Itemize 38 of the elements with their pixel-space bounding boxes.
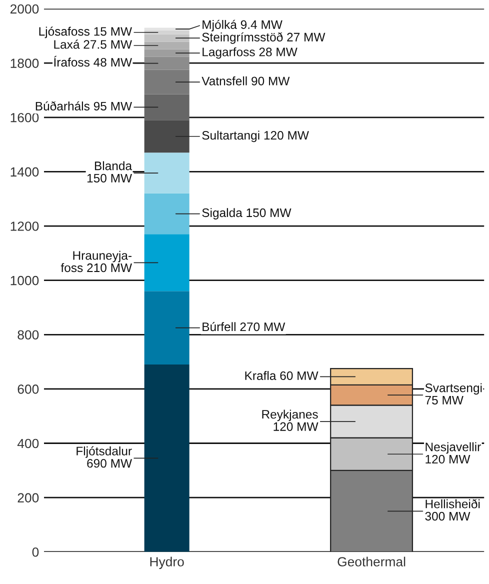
series-label: Nesjavellir [426, 442, 481, 454]
text: Búrfell 270 MW [202, 322, 286, 332]
text: Steingrímsstöð 27 MW [202, 32, 326, 44]
text: Vatnsfell 90 MW [202, 76, 290, 86]
text: Búðarháls 95 MW [36, 101, 132, 110]
y-tick-label: 1200 [10, 222, 39, 231]
text: Krafla 60 MW [245, 371, 318, 380]
y-tick-label: 1600 [10, 112, 39, 122]
series-label: Svartsengi [425, 383, 482, 395]
y-tick-label: 1800 [10, 58, 39, 68]
text: Írafoss 48 MW [54, 56, 132, 67]
x-tick-label: Geothermal [338, 556, 406, 566]
text: Lagarfoss 28 MW [202, 47, 298, 59]
data-label: 690 MW [87, 459, 132, 468]
text: Hrauneyja- foss 210 MW [60, 250, 132, 272]
data-label: 120 MW [426, 454, 470, 464]
y-tick-label: 400 [17, 438, 39, 448]
data-label: 300 MW [425, 512, 470, 521]
y-tick-label: 2000 [10, 4, 39, 14]
data-label: 75 MW [425, 396, 464, 404]
text: Sultartangi 120 MW [202, 130, 309, 142]
data-label: 150 MW [87, 174, 132, 182]
text: Ljósafoss 15 MW [39, 26, 132, 38]
series-label: Reykjanes [262, 410, 318, 422]
y-tick-label: 600 [18, 384, 39, 394]
y-tick-label: 1000 [10, 276, 39, 286]
data-label: 120 MW [274, 422, 318, 431]
x-tick-label: Hydro [150, 556, 184, 570]
y-tick-label: 200 [18, 493, 39, 502]
series-label: Fljótsdalur [76, 446, 132, 458]
text: Sigalda 150 MW [202, 208, 292, 220]
series-label: Blanda [94, 161, 132, 170]
text: Mjólká 9.4 MW [202, 20, 282, 32]
y-tick-label: 0 [32, 547, 39, 557]
text: Laxá 27.5 MW [54, 40, 132, 49]
y-tick-label: 1400 [10, 167, 39, 177]
y-tick-label: 800 [18, 330, 39, 340]
series-label: Hellisheiði [426, 499, 480, 508]
